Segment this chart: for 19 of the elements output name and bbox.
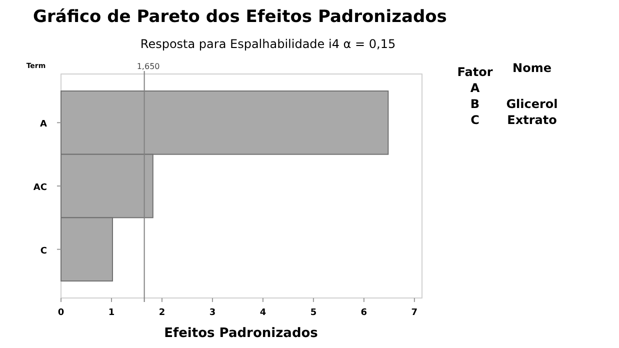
x-tick-label: 3 xyxy=(209,308,216,318)
x-tick-label: 1 xyxy=(108,308,115,318)
x-tick-label: 0 xyxy=(58,308,64,318)
x-tick-label: 5 xyxy=(310,308,317,318)
y-tick-label: AC xyxy=(33,183,48,193)
ref-line-label: 1,650 xyxy=(136,62,160,71)
y-tick-label: C xyxy=(40,246,48,256)
chart-subtitle: Resposta para Espalhabilidade i4 α = 0,15 xyxy=(140,37,396,51)
y-tick-label: A xyxy=(40,120,48,130)
x-tick-label: 6 xyxy=(360,308,368,318)
x-tick-label: 2 xyxy=(158,308,166,318)
text: B Glicerol xyxy=(470,97,558,111)
text: C Extrato xyxy=(470,113,557,127)
x-axis-title: Efeitos Padronizados xyxy=(164,326,318,341)
chart-title: Gráfico de Pareto dos Efeitos Padronizados xyxy=(33,7,447,27)
text: Fator Nome xyxy=(457,61,552,79)
x-tick-label: 7 xyxy=(411,308,418,318)
x-tick-label: 4 xyxy=(260,308,266,318)
text: A xyxy=(470,81,480,95)
